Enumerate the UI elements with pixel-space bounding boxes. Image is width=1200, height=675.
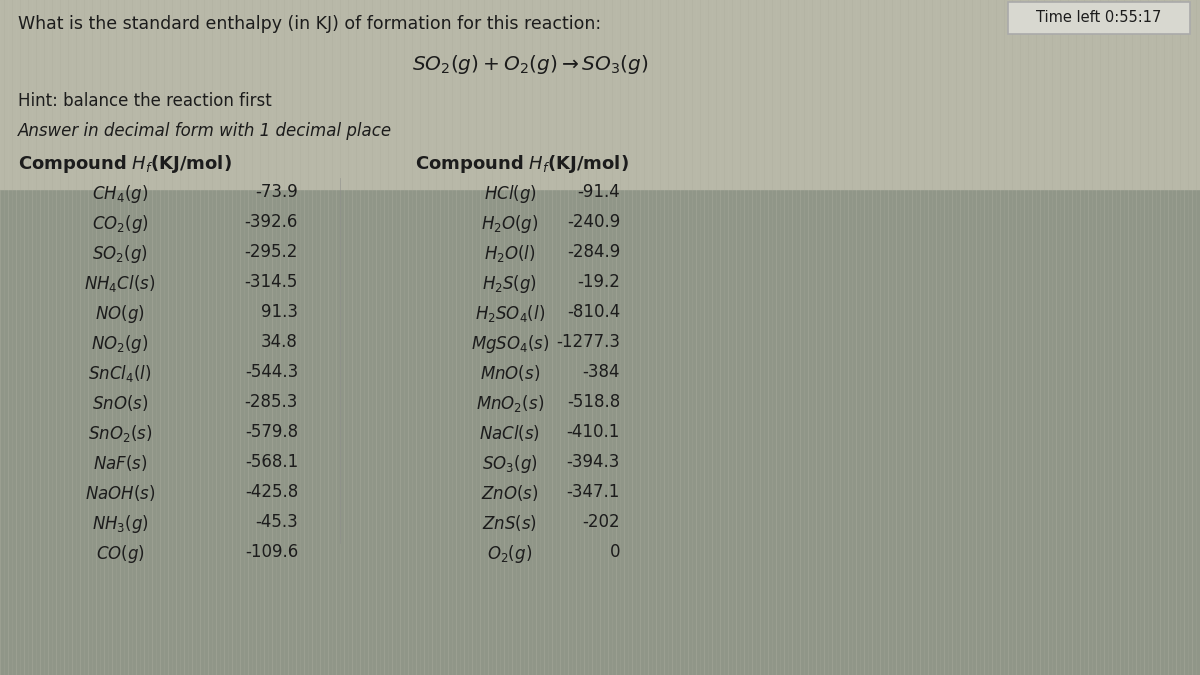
Text: $MgSO_4(s)$: $MgSO_4(s)$ <box>470 333 550 355</box>
Text: $NaOH(s)$: $NaOH(s)$ <box>85 483 155 503</box>
Text: $\mathbf{Compound\ }$$\mathbf{\mathit{H_f}}\mathbf{(KJ/mol)}$: $\mathbf{Compound\ }$$\mathbf{\mathit{H_… <box>18 153 232 175</box>
Text: -425.8: -425.8 <box>245 483 298 501</box>
Text: $NaCl(s)$: $NaCl(s)$ <box>480 423 540 443</box>
Text: -1277.3: -1277.3 <box>556 333 620 351</box>
Text: -347.1: -347.1 <box>566 483 620 501</box>
Text: -810.4: -810.4 <box>566 303 620 321</box>
Text: $CO(g)$: $CO(g)$ <box>96 543 144 565</box>
Text: $O_2(g)$: $O_2(g)$ <box>487 543 533 565</box>
Text: 34.8: 34.8 <box>262 333 298 351</box>
Text: $SnCl_4(l)$: $SnCl_4(l)$ <box>89 363 151 384</box>
Text: $NaF(s)$: $NaF(s)$ <box>92 453 148 473</box>
Text: $NH_3(g)$: $NH_3(g)$ <box>91 513 149 535</box>
Text: -314.5: -314.5 <box>245 273 298 291</box>
Text: $H_2SO_4(l)$: $H_2SO_4(l)$ <box>475 303 545 324</box>
Text: $\mathbf{Compound\ }$$\mathbf{\mathit{H_f}}\mathbf{(KJ/mol)}$: $\mathbf{Compound\ }$$\mathbf{\mathit{H_… <box>415 153 629 175</box>
Text: $CH_4(g)$: $CH_4(g)$ <box>92 183 148 205</box>
Text: $SO_3(g)$: $SO_3(g)$ <box>482 453 538 475</box>
Text: -579.8: -579.8 <box>245 423 298 441</box>
Text: Hint: balance the reaction first: Hint: balance the reaction first <box>18 92 271 110</box>
Text: Answer in decimal form with 1 decimal place: Answer in decimal form with 1 decimal pl… <box>18 122 392 140</box>
FancyBboxPatch shape <box>1008 2 1190 34</box>
Text: -518.8: -518.8 <box>566 393 620 411</box>
Text: -91.4: -91.4 <box>577 183 620 201</box>
Text: -392.6: -392.6 <box>245 213 298 231</box>
Text: $SnO_2(s)$: $SnO_2(s)$ <box>88 423 152 444</box>
Text: $NO(g)$: $NO(g)$ <box>95 303 145 325</box>
Text: $HCl(g)$: $HCl(g)$ <box>484 183 536 205</box>
Text: -544.3: -544.3 <box>245 363 298 381</box>
Text: -284.9: -284.9 <box>566 243 620 261</box>
Text: -410.1: -410.1 <box>566 423 620 441</box>
Text: -19.2: -19.2 <box>577 273 620 291</box>
Text: -285.3: -285.3 <box>245 393 298 411</box>
Text: $H_2O(g)$: $H_2O(g)$ <box>481 213 539 235</box>
Text: -384: -384 <box>582 363 620 381</box>
Text: $NO_2(g)$: $NO_2(g)$ <box>91 333 149 355</box>
Text: $SO_2(g)$: $SO_2(g)$ <box>92 243 148 265</box>
Text: -295.2: -295.2 <box>245 243 298 261</box>
Text: 91.3: 91.3 <box>262 303 298 321</box>
Text: Time left 0:55:17: Time left 0:55:17 <box>1037 11 1162 26</box>
Text: -568.1: -568.1 <box>245 453 298 471</box>
Text: $SnO(s)$: $SnO(s)$ <box>91 393 149 413</box>
Text: $CO_2(g)$: $CO_2(g)$ <box>91 213 149 235</box>
Text: -73.9: -73.9 <box>256 183 298 201</box>
Text: -109.6: -109.6 <box>245 543 298 561</box>
Text: $NH_4Cl(s)$: $NH_4Cl(s)$ <box>84 273 156 294</box>
Text: -45.3: -45.3 <box>256 513 298 531</box>
Text: $ZnO(s)$: $ZnO(s)$ <box>481 483 539 503</box>
Text: $\mathit{SO_2(g) + O_2(g) \rightarrow SO_3(g)}$: $\mathit{SO_2(g) + O_2(g) \rightarrow SO… <box>412 53 648 76</box>
Text: -240.9: -240.9 <box>566 213 620 231</box>
Text: -394.3: -394.3 <box>566 453 620 471</box>
Text: 0: 0 <box>610 543 620 561</box>
Text: -202: -202 <box>582 513 620 531</box>
Text: $H_2O(l)$: $H_2O(l)$ <box>484 243 536 264</box>
Text: $MnO_2(s)$: $MnO_2(s)$ <box>476 393 544 414</box>
Text: What is the standard enthalpy (in KJ) of formation for this reaction:: What is the standard enthalpy (in KJ) of… <box>18 15 601 33</box>
Text: $H_2S(g)$: $H_2S(g)$ <box>482 273 538 295</box>
Text: $MnO(s)$: $MnO(s)$ <box>480 363 540 383</box>
Bar <box>0 0 1200 189</box>
Text: $ZnS(s)$: $ZnS(s)$ <box>482 513 538 533</box>
